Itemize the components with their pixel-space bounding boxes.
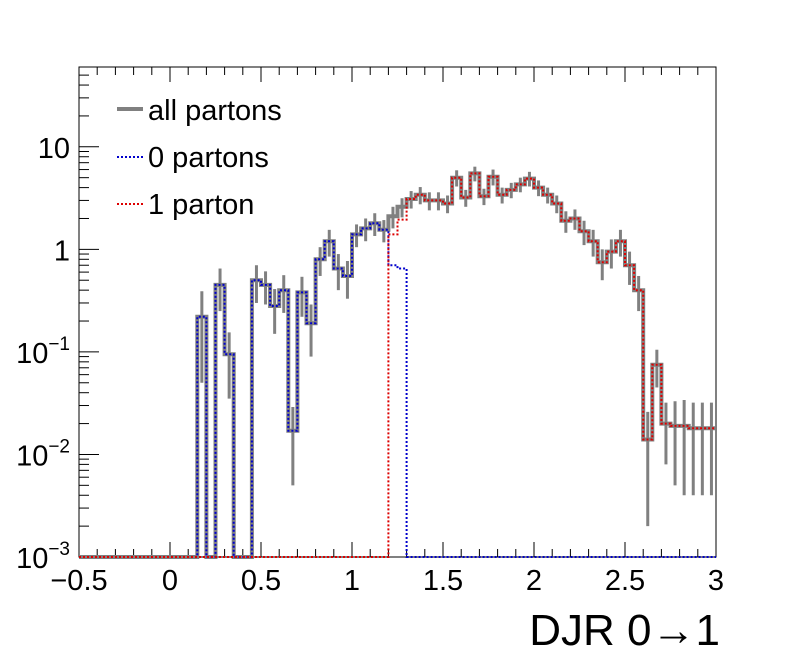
y-tick-label: 10−3: [16, 539, 70, 575]
legend-label-all-partons: all partons: [148, 95, 282, 127]
legend-label-0-partons: 0 partons: [148, 142, 269, 174]
x-tick-label: 3: [708, 565, 724, 597]
x-tick-label: 1.5: [423, 565, 463, 597]
x-axis-ticks: [78, 67, 717, 557]
y-axis-ticks: [79, 66, 99, 558]
legend-label-1-parton: 1 parton: [148, 189, 254, 221]
series-layer: [79, 166, 716, 559]
x-tick-label: 2.5: [605, 565, 645, 597]
y-tick-labels: 10−3 10−2 10−1 1 10: [16, 133, 70, 575]
series-0-partons: [79, 222, 716, 558]
series-1-parton: [79, 172, 716, 558]
x-tick-label: −0.5: [50, 565, 107, 597]
y-tick-label: 1: [54, 235, 70, 267]
x-tick-label: 0.5: [241, 565, 281, 597]
x-axis-title: DJR 0→1: [529, 606, 720, 655]
x-tick-labels: −0.5 0 0.5 1 1.5 2 2.5 3: [50, 565, 724, 597]
plot-frame: [78, 66, 717, 558]
y-tick-label: 10: [38, 133, 70, 165]
y-tick-label: 10−1: [16, 334, 70, 370]
x-tick-label: 2: [526, 565, 542, 597]
x-tick-label: 1: [344, 565, 360, 597]
y-tick-label: 10−2: [16, 436, 70, 472]
legend: all partons 0 partons 1 parton: [117, 95, 282, 221]
x-tick-label: 0: [162, 565, 178, 597]
